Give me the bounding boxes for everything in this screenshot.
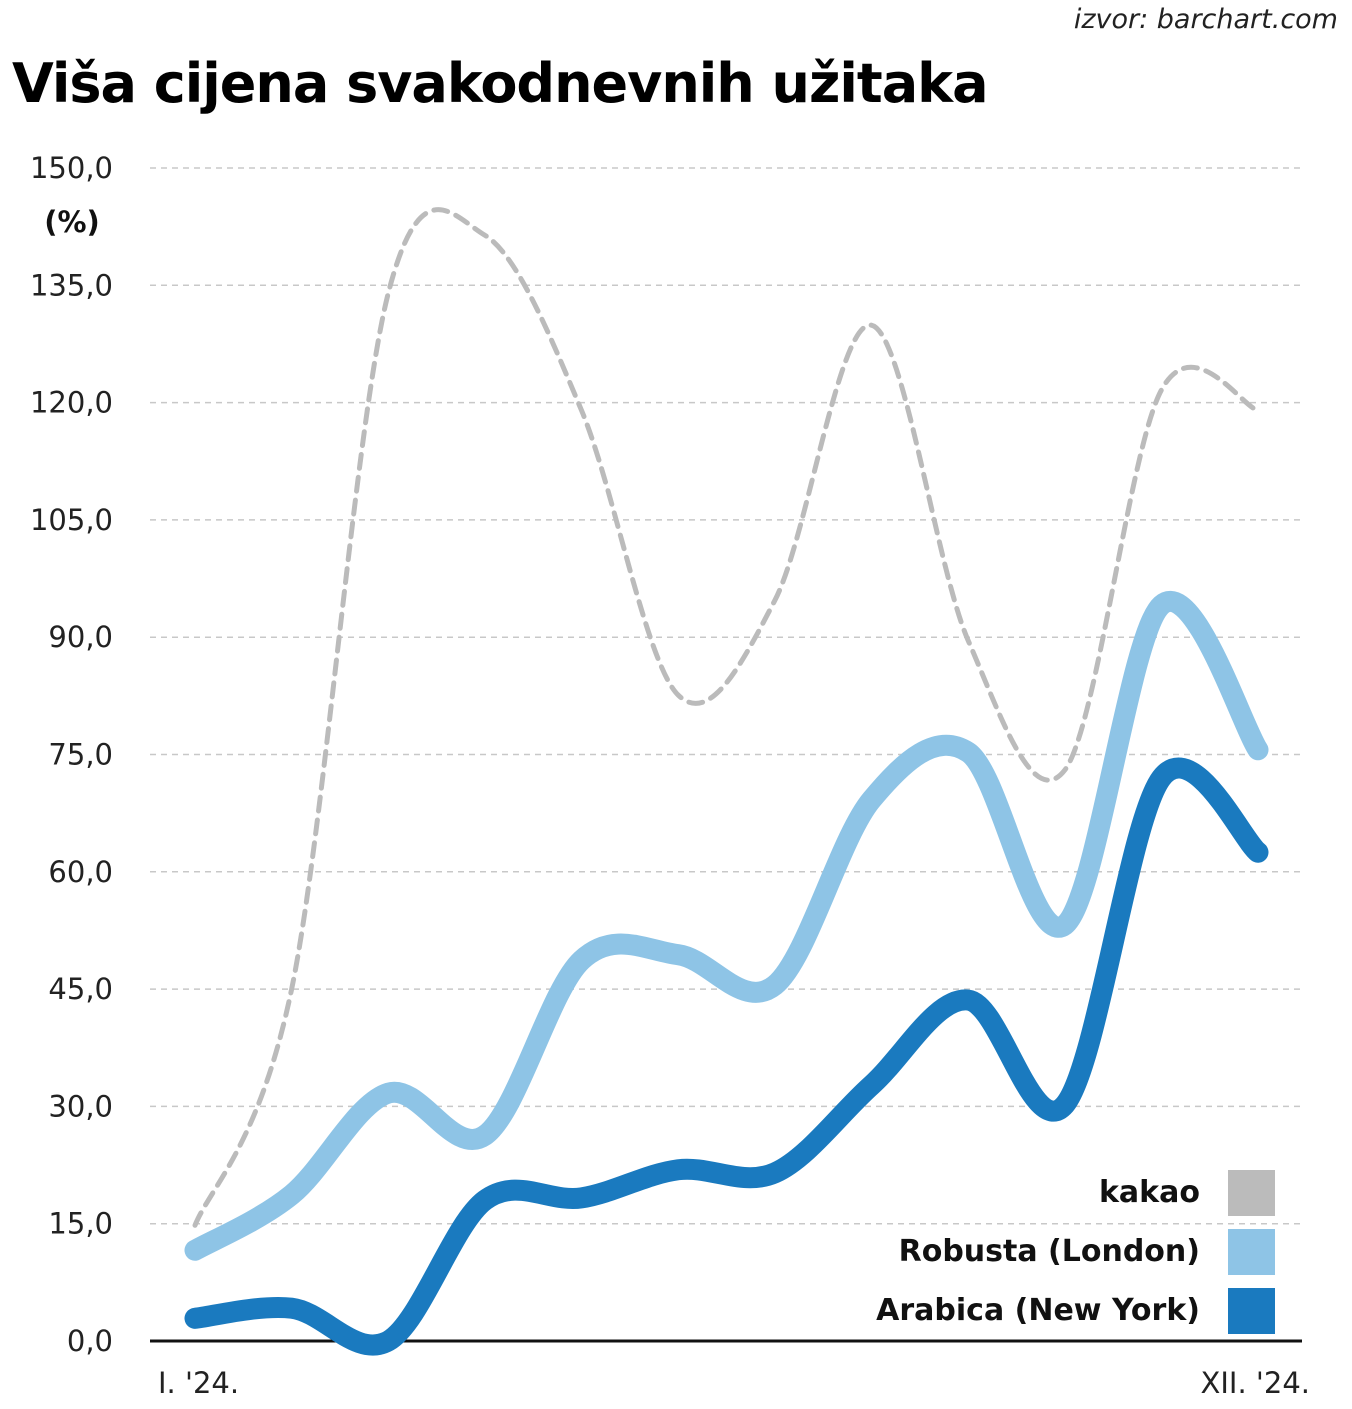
series-lines [184,207,1269,1356]
y-tick-label: 135,0 [30,268,113,302]
series-line-arabica [184,757,1269,1356]
source-note: izvor: barchart.com [1073,4,1338,35]
y-tick-label: 150,0 [30,151,113,185]
y-tick-label: 45,0 [48,972,113,1006]
legend-label-arabica: Arabica (New York) [876,1293,1200,1328]
y-tick-label: 90,0 [48,620,113,654]
y-tick-label: 0,0 [67,1324,113,1358]
y-axis-ticks: 0,0 15,0 30,0 45,0 60,0 75,0 90,0 105,0 120,0 135… [30,151,113,1358]
legend-swatch-robusta [1228,1229,1275,1275]
y-tick-label: 75,0 [48,738,113,772]
series-line-kakao [192,207,1261,1228]
legend-label-kakao: kakao [1099,1175,1200,1210]
legend: kakao Robusta (London) Arabica (New York… [876,1170,1275,1334]
legend-swatch-kakao [1228,1170,1275,1216]
y-tick-label: 30,0 [48,1089,113,1123]
y-tick-label: 105,0 [30,503,113,537]
x-tick-start: I. '24. [158,1366,239,1400]
y-tick-label: 120,0 [30,386,113,420]
x-tick-end: XII. '24. [1200,1366,1310,1400]
y-axis-unit: (%) [44,205,100,239]
series-line-robusta [184,591,1269,1261]
y-tick-label: 60,0 [48,855,113,889]
legend-label-robusta: Robusta (London) [899,1234,1200,1269]
legend-swatch-arabica [1228,1288,1275,1334]
chart-title: Viša cijena svakodnevnih užitaka [12,52,989,115]
y-tick-label: 15,0 [48,1207,113,1241]
